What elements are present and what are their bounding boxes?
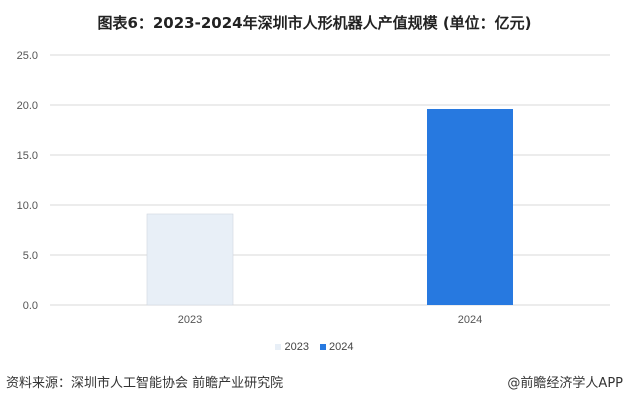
y-tick-label: 15.0 <box>17 150 38 162</box>
y-tick-label: 10.0 <box>17 200 38 212</box>
legend-label: 2024 <box>329 341 354 353</box>
source-note: 资料来源：深圳市人工智能协会 前瞻产业研究院 <box>6 376 284 391</box>
y-tick-label: 5.0 <box>23 250 38 262</box>
x-tick-label: 2024 <box>458 314 482 326</box>
legend-swatch <box>320 344 327 350</box>
y-tick-label: 20.0 <box>17 100 38 112</box>
bar-2024[interactable] <box>427 109 513 305</box>
legend-label: 2023 <box>284 341 309 353</box>
legend-item-2023[interactable]: 2023 <box>275 341 309 353</box>
y-tick-label: 25.0 <box>17 50 38 62</box>
brand-watermark: @前瞻经济学人APP <box>507 376 623 391</box>
chart-title: 图表6：2023-2024年深圳市人形机器人产值规模 (单位：亿元) <box>97 14 532 32</box>
y-tick-label: 0.0 <box>23 300 38 312</box>
bar-2023[interactable] <box>146 213 234 306</box>
legend-swatch <box>275 344 282 350</box>
x-tick-label: 2023 <box>178 314 202 326</box>
legend-item-2024[interactable]: 2024 <box>320 341 354 353</box>
legend: 2023 2024 <box>0 341 629 353</box>
